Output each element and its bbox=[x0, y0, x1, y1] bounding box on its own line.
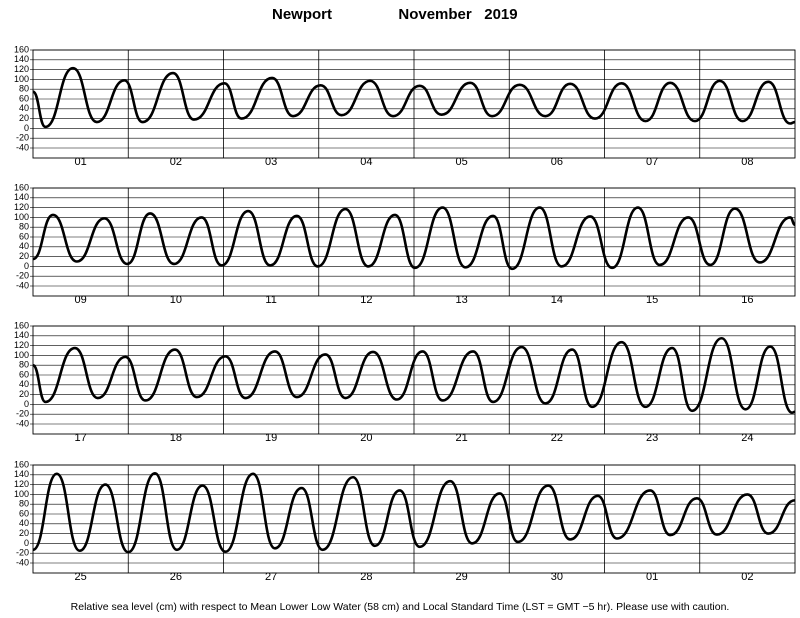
day-label: 06 bbox=[551, 156, 563, 168]
y-tick-label: -20 bbox=[16, 133, 29, 143]
day-label: 14 bbox=[551, 294, 563, 306]
y-tick-label: -20 bbox=[16, 271, 29, 281]
tide-line bbox=[31, 336, 796, 415]
y-tick-label: 80 bbox=[19, 84, 29, 94]
day-label: 29 bbox=[456, 571, 468, 583]
y-tick-label: 100 bbox=[14, 489, 29, 499]
tide-line bbox=[32, 66, 796, 129]
y-tick-label: 80 bbox=[19, 360, 29, 370]
y-tick-label: 0 bbox=[24, 538, 29, 548]
day-label: 18 bbox=[170, 432, 182, 444]
y-tick-label: 160 bbox=[14, 182, 29, 192]
day-label: 23 bbox=[646, 432, 658, 444]
day-label: 28 bbox=[360, 571, 372, 583]
day-label: 09 bbox=[75, 294, 87, 306]
day-label: 07 bbox=[646, 156, 658, 168]
plot-frame bbox=[32, 49, 796, 159]
day-label: 17 bbox=[75, 432, 87, 444]
y-tick-label: 20 bbox=[19, 113, 29, 123]
day-label: 21 bbox=[456, 432, 468, 444]
y-tick-label: 160 bbox=[14, 44, 29, 54]
y-tick-label: 100 bbox=[14, 212, 29, 222]
y-tick-label: 60 bbox=[19, 508, 29, 518]
y-tick-label: -20 bbox=[16, 409, 29, 419]
y-tick-label: -40 bbox=[16, 418, 29, 428]
day-label: 25 bbox=[75, 571, 87, 583]
day-label: 19 bbox=[265, 432, 277, 444]
y-tick-label: 100 bbox=[14, 350, 29, 360]
day-label: 02 bbox=[741, 571, 753, 583]
y-tick-label: 160 bbox=[14, 320, 29, 330]
y-tick-label: 140 bbox=[14, 54, 29, 64]
y-tick-label: 20 bbox=[19, 528, 29, 538]
footer-note: Relative sea level (cm) with respect to … bbox=[71, 601, 730, 613]
tide-line bbox=[32, 206, 796, 271]
day-label: 04 bbox=[360, 156, 372, 168]
y-tick-label: 40 bbox=[19, 518, 29, 528]
y-tick-label: 120 bbox=[14, 340, 29, 350]
plot-frame bbox=[32, 187, 796, 297]
day-label: 01 bbox=[646, 571, 658, 583]
day-label: 13 bbox=[456, 294, 468, 306]
day-label: 24 bbox=[741, 432, 753, 444]
day-label: 16 bbox=[741, 294, 753, 306]
y-tick-label: 40 bbox=[19, 103, 29, 113]
y-tick-label: 140 bbox=[14, 192, 29, 202]
y-tick-label: -40 bbox=[16, 280, 29, 290]
y-tick-label: 120 bbox=[14, 202, 29, 212]
day-label: 01 bbox=[75, 156, 87, 168]
y-tick-label: 120 bbox=[14, 64, 29, 74]
y-tick-label: 40 bbox=[19, 379, 29, 389]
y-tick-label: -40 bbox=[16, 557, 29, 567]
day-label: 08 bbox=[741, 156, 753, 168]
plot-frame bbox=[32, 464, 796, 574]
day-label: 20 bbox=[360, 432, 372, 444]
day-label: 05 bbox=[456, 156, 468, 168]
y-tick-label: -40 bbox=[16, 142, 29, 152]
day-label: 27 bbox=[265, 571, 277, 583]
day-label: 03 bbox=[265, 156, 277, 168]
day-label: 02 bbox=[170, 156, 182, 168]
title-period: November 2019 bbox=[398, 6, 517, 23]
y-tick-label: 60 bbox=[19, 369, 29, 379]
y-tick-label: 140 bbox=[14, 469, 29, 479]
y-tick-label: 160 bbox=[14, 459, 29, 469]
day-label: 26 bbox=[170, 571, 182, 583]
plot-frame bbox=[32, 325, 796, 435]
y-tick-label: 120 bbox=[14, 479, 29, 489]
y-tick-label: 80 bbox=[19, 499, 29, 509]
y-tick-label: 40 bbox=[19, 241, 29, 251]
y-tick-label: 60 bbox=[19, 93, 29, 103]
day-label: 15 bbox=[646, 294, 658, 306]
day-label: 10 bbox=[170, 294, 182, 306]
y-tick-label: 100 bbox=[14, 74, 29, 84]
y-tick-label: 80 bbox=[19, 222, 29, 232]
day-label: 30 bbox=[551, 571, 563, 583]
y-tick-label: 20 bbox=[19, 251, 29, 261]
title-location: Newport bbox=[272, 6, 332, 23]
day-label: 11 bbox=[265, 294, 276, 306]
y-tick-label: 60 bbox=[19, 231, 29, 241]
y-tick-label: 140 bbox=[14, 330, 29, 340]
day-label: 22 bbox=[551, 432, 563, 444]
y-tick-label: 20 bbox=[19, 389, 29, 399]
y-tick-label: 0 bbox=[24, 123, 29, 133]
tide-line bbox=[32, 472, 796, 554]
day-label: 12 bbox=[360, 294, 372, 306]
y-tick-label: 0 bbox=[24, 261, 29, 271]
y-tick-label: -20 bbox=[16, 548, 29, 558]
y-tick-label: 0 bbox=[24, 399, 29, 409]
